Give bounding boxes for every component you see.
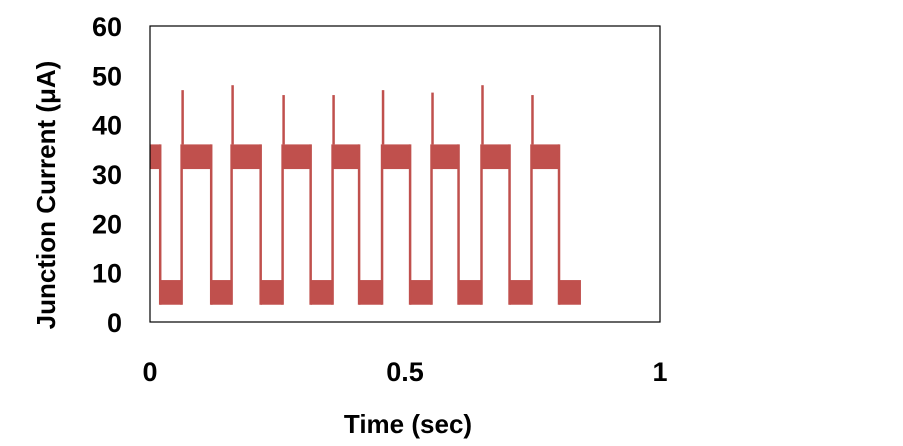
- low-plateau: [211, 280, 232, 305]
- x-tick-label: 0: [142, 357, 157, 387]
- low-plateau: [160, 280, 182, 305]
- y-tick-label: 50: [92, 61, 122, 91]
- high-plateau: [431, 144, 459, 170]
- low-plateau: [509, 280, 532, 305]
- y-tick-label: 30: [92, 160, 122, 190]
- high-plateau: [332, 144, 360, 170]
- high-plateau: [181, 144, 212, 170]
- y-tick-label: 20: [92, 209, 122, 239]
- x-tick-labels: 0 0.5 1: [142, 357, 667, 387]
- x-tick-label: 0.5: [386, 357, 424, 387]
- y-tick-label: 10: [92, 259, 122, 289]
- high-plateau: [382, 144, 411, 170]
- x-tick-label: 1: [652, 357, 667, 387]
- low-plateau: [310, 280, 333, 305]
- y-tick-label: 0: [107, 308, 122, 338]
- plot-marks: [150, 85, 581, 305]
- high-plateau: [150, 144, 161, 170]
- high-plateau: [531, 144, 560, 170]
- low-plateau: [260, 280, 283, 305]
- low-plateau: [359, 280, 383, 305]
- x-axis-label: Time (sec): [344, 409, 472, 439]
- y-tick-label: 60: [92, 12, 122, 42]
- low-plateau: [410, 280, 432, 305]
- y-tick-label: 40: [92, 111, 122, 141]
- high-plateau: [231, 144, 261, 170]
- high-plateau: [481, 144, 510, 170]
- low-plateau: [559, 280, 581, 305]
- high-plateau: [282, 144, 311, 170]
- y-tick-labels: 0 10 20 30 40 50 60: [92, 12, 122, 338]
- plot-frame: [149, 25, 661, 323]
- low-plateau: [458, 280, 482, 305]
- y-axis-label: Junction Current (μA): [31, 61, 61, 330]
